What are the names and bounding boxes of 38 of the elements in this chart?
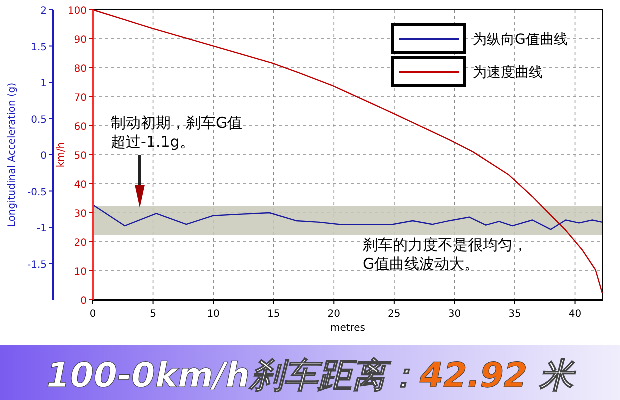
y2-tick-label: 0.5 xyxy=(31,114,47,126)
legend-label: 为纵向G值曲线 xyxy=(473,32,568,48)
y-tick-label: 100 xyxy=(68,6,87,17)
text: 100-0km/h刹车距离：42.92 米 xyxy=(46,356,576,396)
y2-tick-label: -0.5 xyxy=(27,187,47,198)
y2-tick-label: 1 xyxy=(40,78,47,90)
x-tick-label: 15 xyxy=(267,309,280,320)
y-tick-label: 30 xyxy=(74,209,87,220)
x-tick-label: 0 xyxy=(90,309,96,320)
y-tick-label: 80 xyxy=(74,64,87,75)
x-axis-title: metres xyxy=(330,323,366,334)
y-tick-label: 0 xyxy=(80,296,87,307)
x-tick-label: 30 xyxy=(448,309,462,320)
y-tick-label: 60 xyxy=(74,122,87,133)
x-tick-label: 5 xyxy=(150,309,156,320)
x-tick-label: 10 xyxy=(207,309,220,320)
x-tick-label: 35 xyxy=(508,309,522,320)
y2-tick-label: -1 xyxy=(37,224,47,234)
x-tick-label: 25 xyxy=(388,309,401,320)
y-tick-label: 70 xyxy=(74,93,87,104)
y-tick-label: 90 xyxy=(74,35,87,46)
y-tick-label: 10 xyxy=(74,267,87,278)
y2-tick-label: 1.5 xyxy=(31,42,47,54)
line-series xyxy=(92,204,604,230)
annotation: 刹车的力度不是很均匀，G值曲线波动大。 xyxy=(363,236,528,273)
y2-tick-label: 0 xyxy=(40,151,47,162)
y-tick-label: 40 xyxy=(74,180,87,191)
x-tick-label: 20 xyxy=(328,309,340,320)
y2-tick-label: 2 xyxy=(40,6,47,17)
y-axis-title: km/h xyxy=(56,142,67,168)
y-tick-label: 50 xyxy=(74,151,87,162)
legend-label: 为速度曲线 xyxy=(473,65,543,81)
y-tick-label: 20 xyxy=(74,238,87,249)
line-series xyxy=(92,9,604,294)
y2-tick-label: -1.5 xyxy=(27,260,47,271)
x-tick-label: 40 xyxy=(568,309,582,320)
y2-axis-title: Longitudinal Acceleration (g) xyxy=(7,82,18,228)
annotation: 制动初期，刹车G值超过-1.1g。 xyxy=(111,114,243,151)
